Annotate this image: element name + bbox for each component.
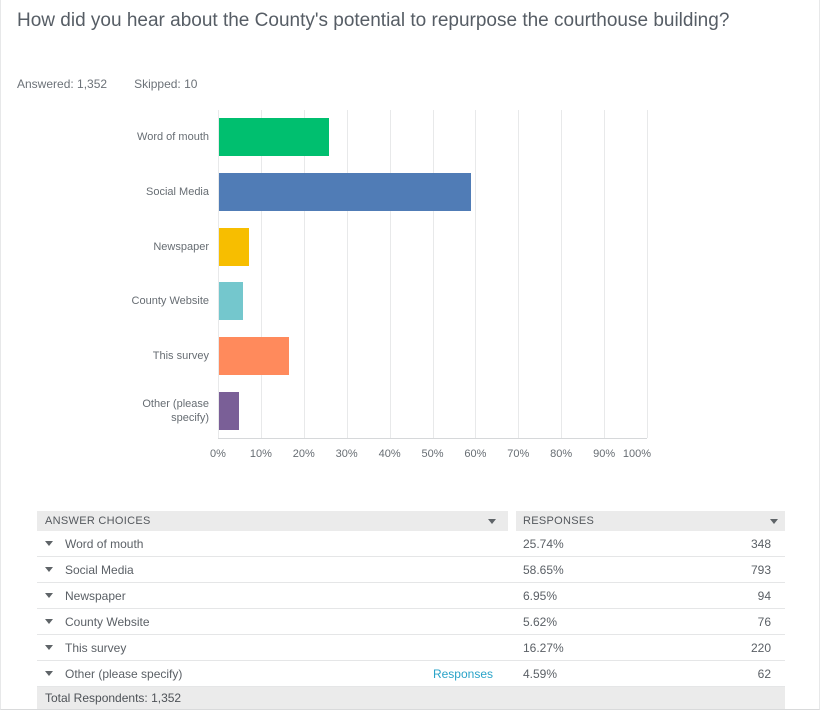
row-expand-caret-icon[interactable] <box>45 541 53 546</box>
row-choice-label: County Website <box>65 614 150 629</box>
row-choice-label: Newspaper <box>65 588 126 603</box>
gridline <box>475 110 477 438</box>
responses-header-label: RESPONSES <box>523 515 595 527</box>
category-label: County Website <box>131 295 209 308</box>
bar-chart: Word of mouth Social Media Newspaper County… <box>1 100 819 472</box>
row-choice-label: Word of mouth <box>65 536 144 551</box>
question-title: How did you hear about the County's pote… <box>17 10 730 31</box>
answer-choices-sort-caret-icon[interactable] <box>488 518 496 524</box>
x-tick-label: 20% <box>292 448 315 460</box>
gridline <box>346 110 348 438</box>
row-count: 94 <box>757 588 771 603</box>
answered-count: Answered: 1,352 <box>17 77 108 91</box>
responses-link[interactable]: Responses <box>432 666 493 681</box>
x-tick-label: 50% <box>421 448 444 460</box>
table-header: ANSWER CHOICES RESPONSES <box>37 511 785 531</box>
table-row: Newspaper 6.95% 94 <box>37 583 785 609</box>
responses-sort-caret-icon[interactable] <box>770 518 778 524</box>
bar <box>219 391 239 430</box>
response-meta: Answered: 1,352 Skipped: 10 <box>17 77 197 91</box>
row-count: 220 <box>750 640 771 655</box>
table-row: County Website 5.62% 76 <box>37 609 785 635</box>
gridline <box>389 110 391 438</box>
x-axis: 0% 10% 20% 30% 40% 50% 60% 70% 80% 90% 100% <box>210 448 651 462</box>
row-count: 348 <box>750 536 771 551</box>
skipped-count: Skipped: 10 <box>134 77 198 91</box>
x-tick-label: 30% <box>335 448 358 460</box>
x-tick-label: 60% <box>464 448 487 460</box>
answer-choices-header[interactable]: ANSWER CHOICES <box>37 511 508 531</box>
row-percentage: 5.62% <box>523 614 558 629</box>
row-expand-caret-icon[interactable] <box>45 567 53 572</box>
gridline <box>260 110 262 438</box>
row-percentage: 6.95% <box>523 588 558 603</box>
row-choice-label: This survey <box>65 640 127 655</box>
gridline <box>218 110 219 438</box>
category-label: Newspaper <box>153 240 209 253</box>
bar <box>219 337 289 375</box>
results-table: ANSWER CHOICES RESPONSES Word of mouth 25… <box>37 511 785 709</box>
gridline <box>303 110 305 438</box>
table-footer: Total Respondents: 1,352 <box>37 687 785 709</box>
gridline <box>561 110 563 438</box>
gridline <box>647 110 648 438</box>
gridline <box>432 110 434 438</box>
bar <box>219 173 471 211</box>
gridline <box>604 110 606 438</box>
table-row: This survey 16.27% 220 <box>37 635 785 661</box>
bar <box>219 118 330 157</box>
x-tick-label: 70% <box>507 448 530 460</box>
plot-area <box>218 110 648 439</box>
table-row: Social Media 58.65% 793 <box>37 557 785 583</box>
bar <box>219 227 249 266</box>
x-tick-label: 0% <box>210 448 226 460</box>
survey-results-page: How did you hear about the County's pote… <box>0 0 820 710</box>
total-respondents: Total Respondents: 1,352 <box>45 691 182 705</box>
category-label: This survey <box>152 350 209 362</box>
row-count: 62 <box>757 666 771 681</box>
row-count: 793 <box>750 562 771 577</box>
responses-header[interactable]: RESPONSES <box>516 511 785 531</box>
row-expand-caret-icon[interactable] <box>45 619 53 624</box>
table-body: Word of mouth 25.74% 348 Social Media 58.65%… <box>37 531 785 687</box>
row-choice-label: Other (please specify) <box>65 666 183 681</box>
row-expand-caret-icon[interactable] <box>45 593 53 598</box>
x-tick-label: 100% <box>622 448 651 460</box>
x-tick-label: 80% <box>550 448 573 460</box>
x-tick-label: 40% <box>378 448 401 460</box>
row-percentage: 4.59% <box>523 666 558 681</box>
table-row: Other (please specify) Responses 4.59% 62 <box>37 661 785 687</box>
row-expand-caret-icon[interactable] <box>45 671 53 676</box>
row-expand-caret-icon[interactable] <box>45 645 53 650</box>
row-percentage: 58.65% <box>523 562 564 577</box>
row-choice-label: Social Media <box>65 562 134 577</box>
category-label: Other (please specify) <box>142 397 209 424</box>
x-tick-label: 90% <box>593 448 616 460</box>
header-divider <box>508 511 516 531</box>
table-row: Word of mouth 25.74% 348 <box>37 531 785 557</box>
answer-choices-header-label: ANSWER CHOICES <box>45 515 151 527</box>
bar <box>219 282 244 321</box>
row-percentage: 25.74% <box>523 536 564 551</box>
x-tick-label: 10% <box>249 448 272 460</box>
row-percentage: 16.27% <box>523 640 564 655</box>
row-count: 76 <box>757 614 771 629</box>
category-label: Social Media <box>146 186 209 198</box>
gridline <box>518 110 520 438</box>
category-label: Word of mouth <box>137 131 209 144</box>
